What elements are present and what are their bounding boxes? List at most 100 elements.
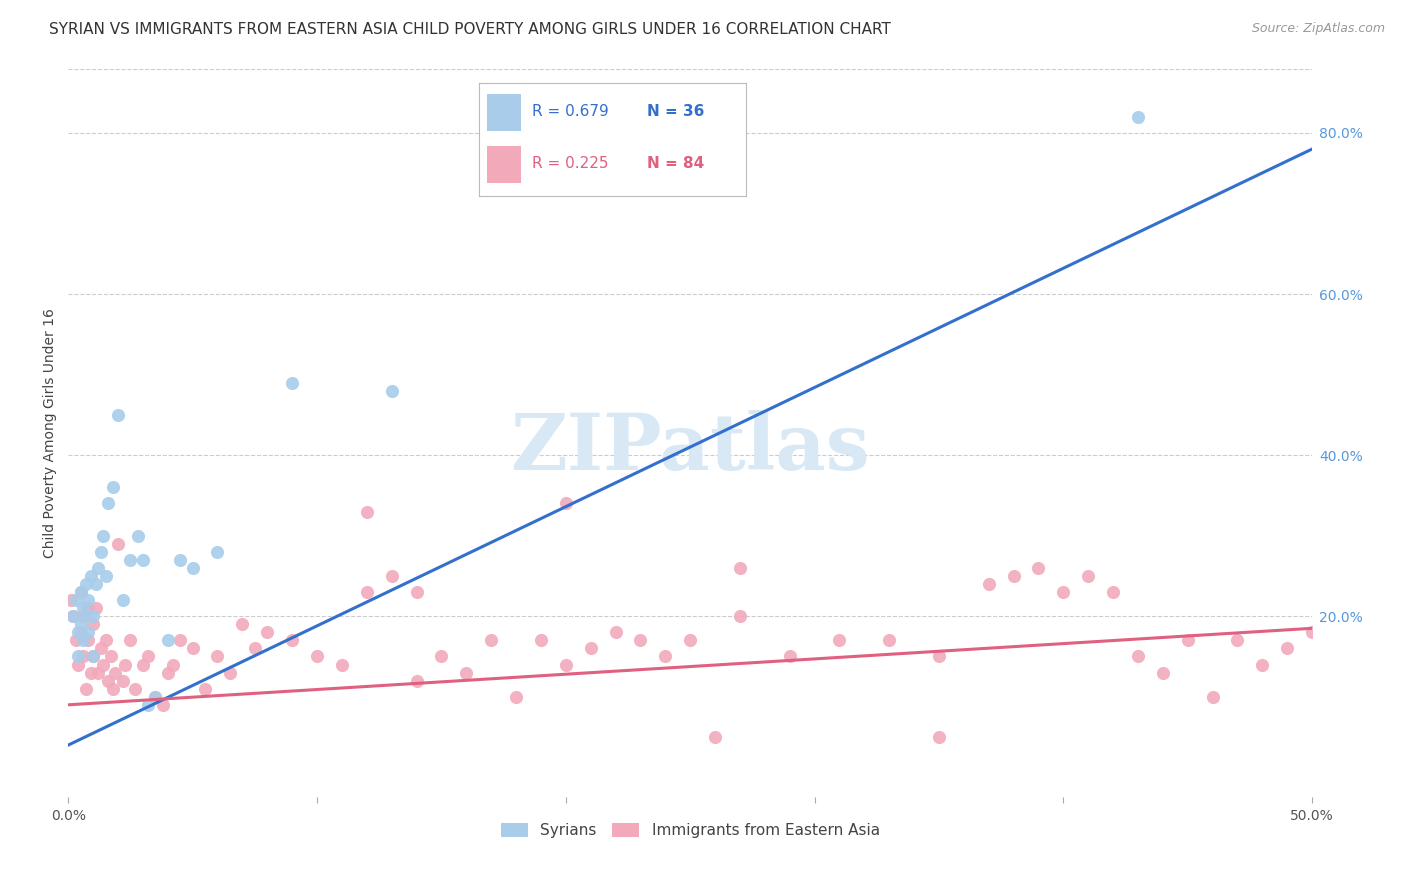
Point (1102, 585, 1125, 599)
Point (281, 633, 304, 648)
Point (120, 553, 142, 567)
Point (67, 649, 90, 664)
Point (728, 561, 751, 575)
Point (91, 657, 114, 672)
Point (356, 585, 378, 599)
Point (505, 690, 527, 704)
Point (1002, 569, 1025, 583)
Point (405, 585, 427, 599)
Point (1126, 649, 1149, 664)
Text: Source: ZipAtlas.com: Source: ZipAtlas.com (1251, 22, 1385, 36)
Y-axis label: Child Poverty Among Girls Under 16: Child Poverty Among Girls Under 16 (44, 308, 58, 558)
Point (79, 569, 101, 583)
Point (107, 408, 129, 422)
Point (605, 625, 627, 640)
Point (1201, 690, 1223, 704)
Point (84, 601, 107, 615)
Point (479, 633, 502, 648)
Point (111, 673, 134, 688)
Point (704, 730, 727, 744)
Point (728, 609, 751, 624)
Point (75, 577, 97, 591)
Point (156, 633, 179, 648)
Point (65, 593, 87, 607)
Point (143, 690, 166, 704)
Point (356, 504, 378, 518)
Point (1177, 633, 1199, 648)
Point (381, 569, 404, 583)
Point (1077, 569, 1099, 583)
Point (100, 649, 122, 664)
Point (72, 649, 94, 664)
Point (256, 625, 278, 640)
Point (928, 649, 950, 664)
Point (111, 593, 134, 607)
Point (136, 649, 159, 664)
Point (132, 553, 155, 567)
Point (207, 649, 229, 664)
Point (84, 577, 107, 591)
Point (69, 625, 91, 640)
Point (1226, 633, 1249, 648)
Point (928, 730, 950, 744)
Point (243, 641, 266, 656)
Point (67, 657, 90, 672)
Point (101, 480, 124, 494)
Point (82, 649, 104, 664)
Point (679, 633, 702, 648)
Point (107, 537, 129, 551)
Point (82, 609, 104, 624)
Point (120, 633, 142, 648)
Point (579, 641, 602, 656)
Point (65, 633, 87, 648)
Point (91, 529, 114, 543)
Point (1251, 657, 1274, 672)
Point (977, 577, 1000, 591)
Point (77, 633, 100, 648)
Point (1052, 585, 1074, 599)
Point (127, 529, 149, 543)
Point (162, 657, 184, 672)
Point (231, 617, 253, 632)
Point (181, 561, 204, 575)
Point (330, 657, 353, 672)
Point (877, 633, 900, 648)
Point (77, 625, 100, 640)
Point (1028, 561, 1050, 575)
Point (69, 585, 91, 599)
Point (79, 665, 101, 680)
Point (554, 496, 576, 510)
Point (654, 649, 676, 664)
Point (90, 641, 112, 656)
Point (143, 690, 166, 704)
Point (87, 665, 110, 680)
Point (69, 585, 91, 599)
Point (82, 649, 104, 664)
Point (72, 609, 94, 624)
Point (281, 376, 304, 390)
Point (104, 665, 127, 680)
Point (77, 593, 100, 607)
Point (1275, 641, 1298, 656)
Point (169, 553, 191, 567)
Point (124, 681, 146, 696)
Point (207, 545, 229, 559)
Legend: Syrians, Immigrants from Eastern Asia: Syrians, Immigrants from Eastern Asia (495, 817, 886, 845)
Point (69, 617, 91, 632)
Point (169, 633, 191, 648)
Point (59, 593, 82, 607)
Point (87, 561, 110, 575)
Point (456, 665, 478, 680)
Point (305, 649, 328, 664)
Point (779, 649, 801, 664)
Point (114, 657, 136, 672)
Point (152, 698, 174, 712)
Point (1126, 110, 1149, 124)
Point (136, 698, 159, 712)
Point (554, 657, 576, 672)
Point (194, 681, 217, 696)
Point (101, 681, 124, 696)
Point (94, 633, 117, 648)
Point (430, 649, 453, 664)
Point (219, 665, 242, 680)
